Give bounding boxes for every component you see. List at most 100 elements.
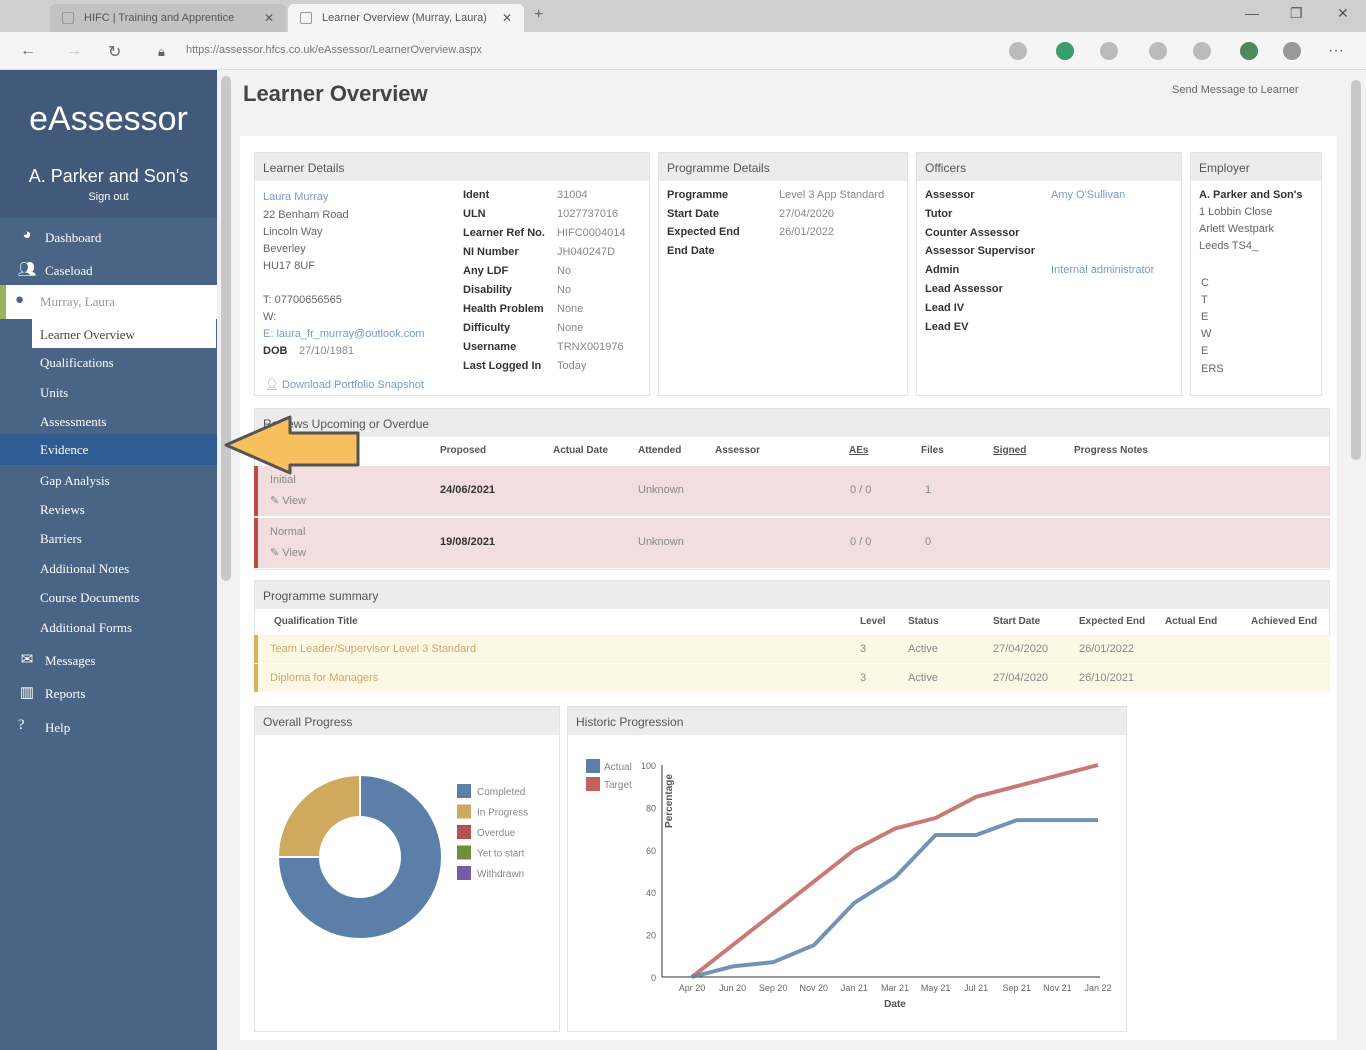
browser-tab-1[interactable]: HIFC | Training and Apprentice ✕ [50, 4, 286, 32]
field-label: Ident [463, 189, 490, 201]
field-label: NI Number [463, 246, 519, 258]
officers-panel: Officers Assessor Amy O'Sullivan Tutor Coun… [916, 152, 1182, 396]
nav-current-learner[interactable]: ● Murray, Laura [0, 285, 217, 319]
sub-additional-forms[interactable]: Additional Forms [0, 612, 217, 641]
column-header: Expected End [1079, 616, 1146, 627]
aes: 0 / 0 [850, 484, 872, 496]
x-tick-label: Sep 21 [1003, 983, 1032, 993]
brand-logo[interactable]: eAssessor [29, 100, 188, 138]
send-message-link[interactable]: Send Message to Learner [1172, 84, 1299, 96]
sidebar-scrollbar[interactable] [221, 76, 231, 581]
x-tick-label: Mar 21 [881, 983, 909, 993]
x-tick-label: Jun 20 [719, 983, 746, 993]
field-label: ULN [463, 208, 486, 220]
legend-label: Yet to start [477, 849, 525, 860]
start-date: 27/04/2020 [993, 672, 1049, 684]
contact-label: C [1201, 277, 1209, 289]
nav-label: Gap Analysis [40, 473, 110, 488]
x-tick-label: Nov 20 [800, 983, 829, 993]
nav-label: Course Documents [40, 590, 140, 605]
column-header: Qualification Title [274, 616, 358, 627]
sub-additional-notes[interactable]: Additional Notes [0, 553, 217, 582]
y-tick-label: 100 [641, 761, 656, 771]
restore-icon[interactable]: ❐ [1290, 5, 1303, 21]
nav-label: Messages [45, 653, 96, 668]
column-header[interactable]: Signed [993, 445, 1027, 456]
browser-tab-2[interactable]: Learner Overview (Murray, Laura) ✕ [288, 4, 524, 32]
url-field[interactable]: https://assessor.hfcs.co.uk/eAssessor/Le… [186, 44, 482, 56]
close-window-icon[interactable]: ✕ [1337, 5, 1349, 21]
nav-messages[interactable]: ✉ Messages [0, 644, 217, 674]
donut-slice [276, 773, 443, 940]
download-portfolio-link[interactable]: 👤︎ Download Portfolio Snapshot [265, 378, 424, 391]
learner-name: Murray, Laura [40, 294, 115, 309]
dashboard-icon: ◕ [22, 227, 32, 243]
sub-units[interactable]: Units [0, 377, 217, 406]
nav-dashboard[interactable]: ◕ Dashboard [0, 221, 217, 251]
extension-icon[interactable] [1149, 42, 1167, 60]
legend-label: Overdue [477, 828, 516, 839]
table-row[interactable]: Team Leader/Supervisor Level 3 Standard … [254, 635, 1330, 663]
view-link[interactable]: ✎ View [270, 546, 306, 559]
forward-icon[interactable]: → [66, 42, 82, 59]
minimize-icon[interactable]: — [1245, 5, 1259, 21]
sub-learner-overview[interactable]: Learner Overview [32, 319, 216, 348]
field-label: Start Date [667, 207, 719, 220]
sub-evidence[interactable]: Evidence [0, 434, 217, 465]
nav-help[interactable]: ?⃝ Help [0, 711, 217, 741]
column-header: Attended [638, 445, 682, 456]
extension-icon[interactable] [1009, 42, 1027, 60]
field-label: Difficulty [463, 322, 511, 334]
sub-reviews[interactable]: Reviews [0, 494, 217, 523]
email-link[interactable]: E: laura_fr_murray@outlook.com [263, 328, 425, 340]
extension-icon[interactable] [1240, 42, 1258, 60]
y-tick-label: 0 [651, 973, 656, 983]
extension-icon[interactable] [1056, 42, 1074, 60]
nav-label: Additional Notes [40, 561, 130, 576]
nav-label: Qualifications [40, 355, 114, 370]
sub-gap-analysis[interactable]: Gap Analysis [0, 465, 217, 494]
review-type: Normal [270, 526, 306, 538]
page-scrollbar[interactable] [1351, 80, 1361, 460]
sub-course-documents[interactable]: Course Documents [0, 582, 217, 611]
phone: T: 07700656565 [263, 294, 342, 306]
close-tab-icon[interactable]: ✕ [263, 11, 274, 25]
sub-barriers[interactable]: Barriers [0, 523, 217, 552]
sidebar: eAssessor A. Parker and Son's Sign out ◕… [0, 70, 217, 1050]
new-tab-button[interactable]: + [534, 6, 544, 23]
column-header[interactable]: AEs [849, 445, 869, 456]
view-link[interactable]: ✎ View [270, 494, 306, 507]
table-row[interactable]: Initial ✎ View 24/06/2021 Unknown 0 / 0 … [254, 466, 1330, 516]
column-header: Actual Date [553, 445, 609, 456]
legend-label: Actual [604, 762, 632, 773]
y-tick-label: 40 [646, 888, 656, 898]
qualification-link[interactable]: Team Leader/Supervisor Level 3 Standard [270, 643, 477, 655]
table-row[interactable]: Diploma for Managers 3 Active 27/04/2020… [254, 664, 1330, 692]
favorites-icon[interactable] [1193, 42, 1211, 60]
nav-caseload[interactable]: 👥︎ Caseload [0, 254, 217, 284]
close-tab-icon[interactable]: ✕ [501, 11, 512, 25]
field-value: TRNX001976 [557, 341, 624, 353]
sub-qualifications[interactable]: Qualifications [0, 347, 217, 376]
sub-assessments[interactable]: Assessments [0, 406, 217, 435]
column-header: Assessor [715, 445, 761, 456]
back-icon[interactable]: ← [20, 42, 36, 59]
sign-out-link[interactable]: Sign out [88, 191, 129, 203]
nav-label: Additional Forms [40, 620, 133, 635]
lock-icon[interactable]: 🔒︎ [158, 44, 165, 59]
qualification-link[interactable]: Diploma for Managers [270, 672, 379, 684]
x-tick-label: Apr 20 [679, 983, 706, 993]
extension-icon[interactable] [1100, 42, 1118, 60]
x-tick-label: Nov 21 [1043, 983, 1072, 993]
refresh-icon[interactable]: ↻ [108, 44, 122, 61]
column-header: Proposed [440, 445, 487, 456]
level: 3 [860, 672, 867, 684]
learner-name[interactable]: Laura Murray [263, 191, 329, 203]
nav-reports[interactable]: ▥ Reports [0, 677, 217, 707]
profile-icon[interactable] [1283, 42, 1301, 60]
nav-label: Evidence [40, 442, 89, 457]
field-value: HIFC0004014 [557, 227, 626, 239]
table-row[interactable]: Normal ✎ View 19/08/2021 Unknown 0 / 0 0 [254, 518, 1330, 568]
more-menu-icon[interactable]: ··· [1328, 42, 1344, 59]
legend-label: In Progress [477, 808, 528, 819]
